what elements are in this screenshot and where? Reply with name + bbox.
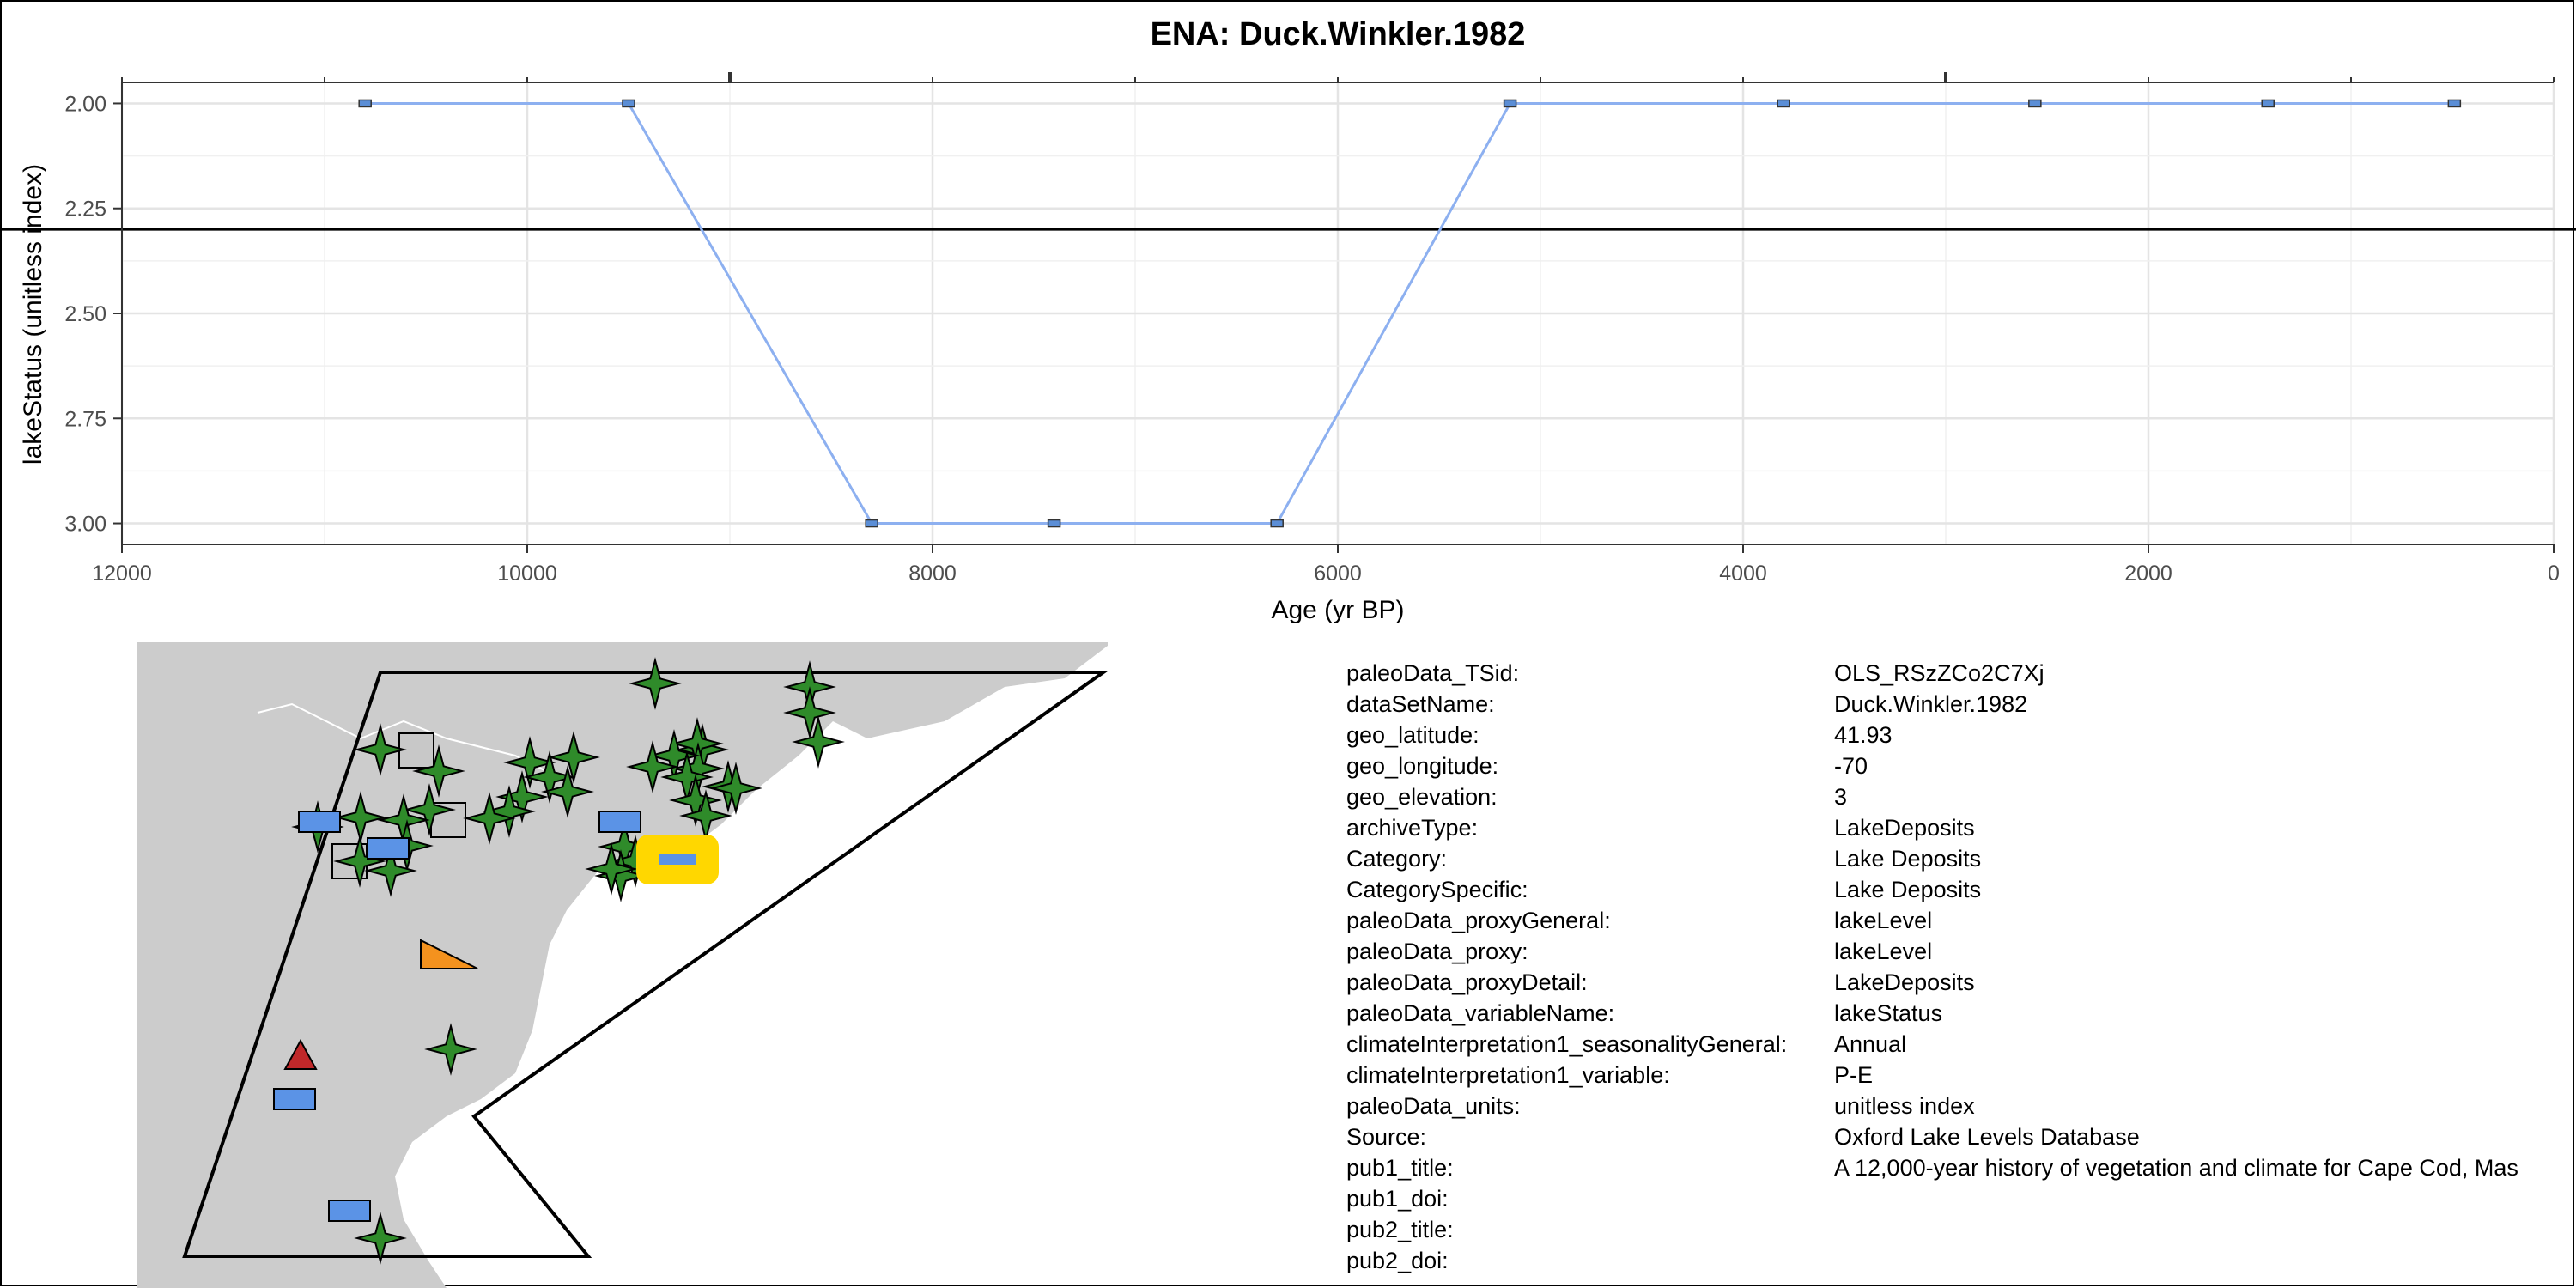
- x-tick-label: 8000: [908, 562, 957, 586]
- site-star-icon: [629, 657, 682, 710]
- metadata-key: Category:: [1346, 846, 1448, 872]
- lake-region: [257, 702, 550, 774]
- x-tick-label: 12000: [92, 562, 152, 586]
- metadata-key: climateInterpretation1_variable:: [1346, 1062, 1670, 1088]
- metadata-value: lakeLevel: [1834, 908, 1933, 933]
- metadata-value: lakeLevel: [1834, 939, 1933, 964]
- metadata-value: A 12,000-year history of vegetation and …: [1834, 1155, 2518, 1181]
- metadata-key: paleoData_proxyDetail:: [1346, 969, 1588, 995]
- map-markers: [273, 657, 845, 1265]
- data-point: [1503, 99, 1517, 108]
- metadata-value: -70: [1834, 753, 1868, 779]
- metadata-value: 41.93: [1834, 722, 1893, 748]
- data-point: [865, 519, 878, 528]
- y-tick-label: 2.50: [64, 302, 106, 326]
- metadata-key: geo_elevation:: [1346, 784, 1498, 810]
- metadata-value: Oxford Lake Levels Database: [1834, 1124, 2140, 1150]
- site-lake-icon: [273, 1088, 316, 1110]
- metadata-key: geo_latitude:: [1346, 722, 1479, 748]
- site-star-icon: [585, 842, 638, 896]
- metadata-value: P-E: [1834, 1062, 1874, 1088]
- metadata-value: Duck.Winkler.1982: [1834, 691, 2028, 717]
- metadata-value: LakeDeposits: [1834, 969, 1975, 995]
- selected-site-lake-icon: [659, 854, 696, 865]
- y-tick-label: 3.00: [64, 513, 106, 537]
- metadata-value: 3: [1834, 784, 1848, 810]
- site-star-icon: [354, 1212, 407, 1265]
- metadata-key: Source:: [1346, 1124, 1427, 1150]
- metadata-key: paleoData_units:: [1346, 1093, 1521, 1119]
- site-lake-icon: [328, 1200, 371, 1222]
- series-layer: [358, 99, 2462, 528]
- site-lake-icon: [367, 837, 410, 860]
- metadata-key: pub1_title:: [1346, 1155, 1454, 1181]
- site-star-icon: [364, 844, 417, 897]
- metadata-key: paleoData_proxyGeneral:: [1346, 908, 1611, 933]
- x-tick-label: 10000: [497, 562, 557, 586]
- y-tick-label: 2.00: [64, 92, 106, 116]
- site-star-icon: [709, 762, 762, 815]
- site-star-icon: [792, 715, 845, 769]
- metadata-key: geo_longitude:: [1346, 753, 1499, 779]
- site-star-icon: [412, 744, 465, 798]
- series-line: [365, 101, 2455, 526]
- study-region-polygon: [182, 671, 1109, 1258]
- metadata-key: paleoData_variableName:: [1346, 1000, 1615, 1026]
- site-star-icon: [541, 765, 594, 818]
- y-tick-label: 2.75: [64, 407, 106, 431]
- data-point: [358, 99, 372, 108]
- metadata-value: Lake Deposits: [1834, 846, 1982, 872]
- site-star-icon: [626, 740, 679, 793]
- x-tick-label: 6000: [1314, 562, 1362, 586]
- data-point: [2447, 99, 2462, 108]
- data-point: [2028, 99, 2042, 108]
- metadata-key: dataSetName:: [1346, 691, 1495, 717]
- metadata-value: lakeStatus: [1834, 1000, 1943, 1026]
- site-star-icon: [523, 750, 576, 804]
- site-star-icon: [403, 783, 456, 836]
- site-star-icon: [483, 785, 536, 838]
- site-star-icon: [424, 1023, 477, 1076]
- site-star-icon: [354, 723, 407, 776]
- site-lake-icon: [298, 811, 341, 833]
- site-lake-icon: [598, 811, 641, 833]
- axes: 12000 10000 8000 6000 4000 2000 0 2.00 2.25 2.50 2…: [64, 72, 2560, 586]
- metadata-value: OLS_RSzZCo2C7Xj: [1834, 660, 2044, 686]
- site-star-icon: [783, 686, 836, 739]
- metadata-value: Annual: [1834, 1031, 1907, 1057]
- metadata-key: pub2_doi:: [1346, 1248, 1449, 1273]
- x-tick-label: 0: [2548, 562, 2560, 586]
- metadata-value: LakeDeposits: [1834, 815, 1975, 841]
- metadata-key: CategorySpecific:: [1346, 877, 1528, 902]
- land-mass: [137, 642, 1108, 1288]
- metadata-key: paleoData_proxy:: [1346, 939, 1528, 964]
- site-star-icon: [463, 792, 516, 845]
- data-point: [622, 99, 635, 108]
- metadata-key: climateInterpretation1_seasonalityGenera…: [1346, 1031, 1788, 1057]
- metadata-value: Lake Deposits: [1834, 877, 1982, 902]
- data-point: [1047, 519, 1061, 528]
- chart-title: ENA: Duck.Winkler.1982: [1151, 16, 1526, 52]
- site-red-triangle-icon: [283, 1038, 318, 1070]
- site-orange-triangle-icon: [420, 939, 478, 969]
- data-point: [1270, 519, 1284, 528]
- metadata-key: pub2_title:: [1346, 1217, 1454, 1242]
- metadata-key: archiveType:: [1346, 815, 1479, 841]
- metadata-key: pub1_doi:: [1346, 1186, 1449, 1212]
- site-star-icon: [547, 731, 600, 784]
- x-tick-label: 4000: [1719, 562, 1767, 586]
- data-point: [2261, 99, 2275, 108]
- data-point: [1777, 99, 1790, 108]
- y-tick-label: 2.25: [64, 197, 106, 222]
- x-tick-label: 2000: [2124, 562, 2172, 586]
- lake-status-chart: ENA: Duck.Winkler.1982 12000 10000 8000 600…: [0, 16, 2576, 624]
- y-axis-label: lakeStatus (unitless index): [19, 164, 47, 465]
- metadata-key: paleoData_TSid:: [1346, 660, 1520, 686]
- metadata-value: unitless index: [1834, 1093, 1975, 1119]
- site-star-icon: [503, 736, 556, 789]
- x-axis-label: Age (yr BP): [1271, 596, 1404, 624]
